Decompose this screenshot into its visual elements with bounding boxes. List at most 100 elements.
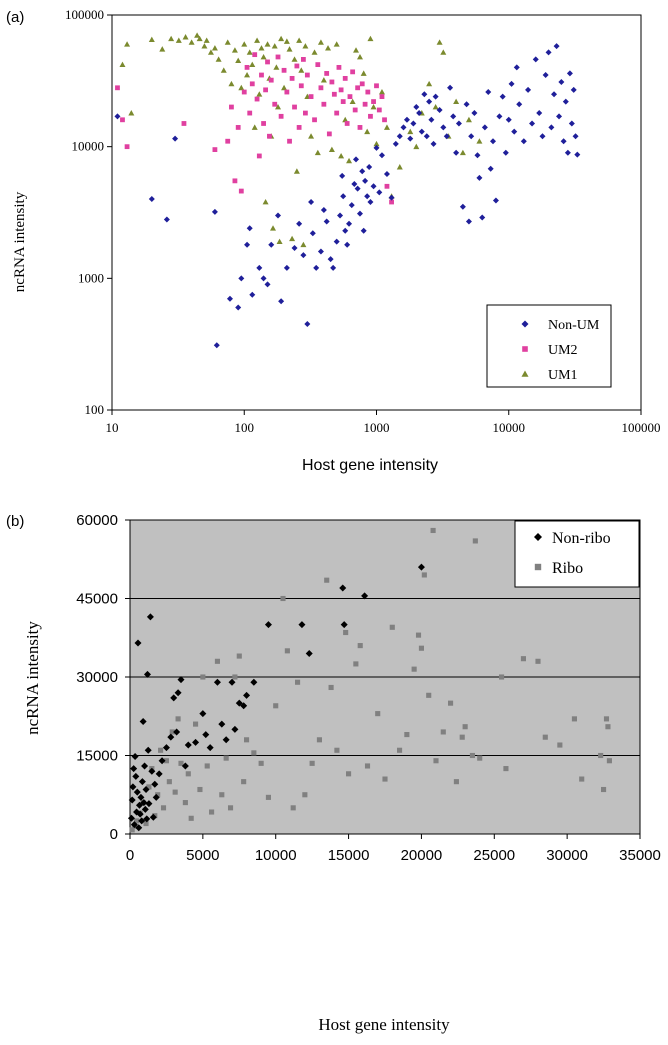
panel-b-point-non-ribo (170, 694, 178, 702)
panel-a-point-non-um (283, 264, 290, 271)
panel-a-point-um2 (352, 107, 358, 113)
panel-b-legend-marker (534, 533, 542, 541)
panel-a-legend: Non-UM UM2 UM1 (486, 304, 612, 388)
panel-b-point-ribo (200, 674, 206, 680)
panel-a-point-um1 (378, 89, 385, 95)
panel-a-point-non-um (213, 342, 220, 349)
panel-b-label: (b) (6, 513, 24, 530)
panel-b-x-tick-label: 0 (126, 847, 134, 864)
panel-b-point-ribo (155, 792, 161, 798)
panel-b-point-ribo (459, 734, 465, 740)
panel-a-point-non-um (403, 116, 410, 123)
panel-a-point-non-um (275, 212, 282, 219)
panel-b-point-non-ribo (127, 814, 135, 822)
panel-b-y-tick-label: 60000 (76, 512, 118, 529)
panel-a-point-non-um (383, 171, 390, 178)
panel-b-point-non-ribo (129, 783, 137, 791)
panel-a-point-um1 (328, 146, 335, 152)
panel-a-point-non-um (487, 165, 494, 172)
panel-b-point-ribo (273, 703, 279, 709)
panel-b-point-ribo (193, 721, 199, 727)
panel-b-point-non-ribo (149, 813, 157, 821)
panel-b-point-non-ribo (264, 621, 272, 629)
panel-b-point-ribo (382, 776, 388, 782)
panel-a-point-um1 (453, 98, 460, 104)
panel-b-point-ribo (462, 724, 468, 730)
panel-b-point-non-ribo (250, 678, 258, 686)
panel-b-point-non-ribo (228, 678, 236, 686)
panel-a-point-non-um (339, 172, 346, 179)
panel-a-point-um2 (232, 178, 238, 184)
panel-b-point-ribo (469, 752, 475, 759)
panel-b-x-tick-label: 35000 (619, 847, 661, 864)
panel-a-point-um2 (292, 104, 297, 110)
panel-b-point-ribo (302, 792, 308, 798)
panel-b-point-ribo (418, 645, 424, 651)
panel-b-point-ribo (343, 629, 349, 636)
panel-a-legend-label: Non-UM (548, 318, 600, 333)
panel-a-point-um2 (340, 99, 346, 104)
panel-b-point-non-ribo (148, 767, 156, 775)
panel-a-legend-marker (521, 320, 529, 328)
panel-b-point-ribo (503, 766, 509, 772)
panel-b-points (127, 527, 612, 833)
panel-a-point-um2 (261, 121, 266, 126)
panel-b-point-non-ribo (158, 757, 166, 765)
panel-b-legend-marker (534, 563, 542, 571)
panel-a-point-non-um (525, 86, 532, 93)
panel-a-point-non-um (344, 241, 351, 248)
panel-a-point-non-um (296, 220, 303, 227)
panel-a-point-non-um (574, 151, 581, 158)
panel-a-point-um2 (318, 85, 324, 91)
panel-b-point-ribo (353, 661, 359, 667)
panel-a-point-non-um (392, 140, 399, 147)
panel-a-point-um2 (300, 57, 306, 62)
panel-b-point-non-ribo (136, 810, 144, 818)
panel-b-point-non-ribo (138, 817, 146, 825)
panel-a-point-um2 (384, 183, 390, 189)
panel-a-point-um1 (407, 128, 414, 135)
panel-a-point-um2 (252, 52, 258, 58)
panel-b-y-tick-label: 15000 (76, 748, 118, 765)
panel-b-point-non-ribo (146, 613, 154, 621)
panel-b-point-ribo (241, 779, 247, 785)
panel-a-point-um2 (241, 89, 247, 95)
panel-a-point-um1 (320, 77, 327, 83)
panel-a-point-non-um (471, 110, 478, 117)
panel-a-x-tick-label: 10000 (493, 420, 526, 435)
panel-a-point-non-um (323, 218, 330, 225)
panel-a-point-non-um (244, 241, 251, 248)
panel-b-point-non-ribo (167, 733, 175, 741)
panel-b-point-ribo (227, 805, 234, 811)
panel-b-x-tick-label: 5000 (186, 847, 219, 864)
panel-a-point-um1 (207, 49, 214, 55)
panel-a-point-um1 (241, 41, 248, 47)
panel-a-point-um2 (324, 71, 330, 76)
panel-a-point-non-um (539, 133, 546, 140)
panel-a-point-um1 (300, 241, 307, 248)
panel-a-point-um1 (281, 84, 288, 91)
panel-a-point-um1 (349, 98, 356, 104)
panel-a-point-um1 (168, 35, 175, 42)
panel-b-point-ribo (219, 792, 225, 798)
panel-a-point-non-um (453, 149, 460, 156)
panel-b-point-ribo (357, 643, 363, 649)
panel-a-point-um1 (271, 43, 278, 49)
panel-a-point-um1 (383, 124, 390, 130)
panel-b-point-ribo (606, 758, 612, 764)
panel-a-point-um1 (246, 49, 253, 55)
panel-a-point-um2 (124, 144, 130, 150)
panel-a-point-um1 (278, 35, 285, 42)
panel-a-point-um2 (284, 89, 290, 95)
panel-b-point-non-ribo (305, 649, 313, 657)
panel-b-point-ribo (133, 818, 140, 824)
panel-a-point-non-um (436, 106, 443, 113)
panel-a-point-non-um (278, 298, 285, 305)
panel-b-point-non-ribo (130, 821, 138, 829)
panel-b-point-ribo (440, 729, 446, 735)
panel-a-point-non-um (485, 89, 492, 96)
panel-a-point-non-um (362, 177, 369, 184)
panel-a-point-um1 (258, 45, 265, 51)
panel-a-point-non-um (532, 56, 539, 63)
